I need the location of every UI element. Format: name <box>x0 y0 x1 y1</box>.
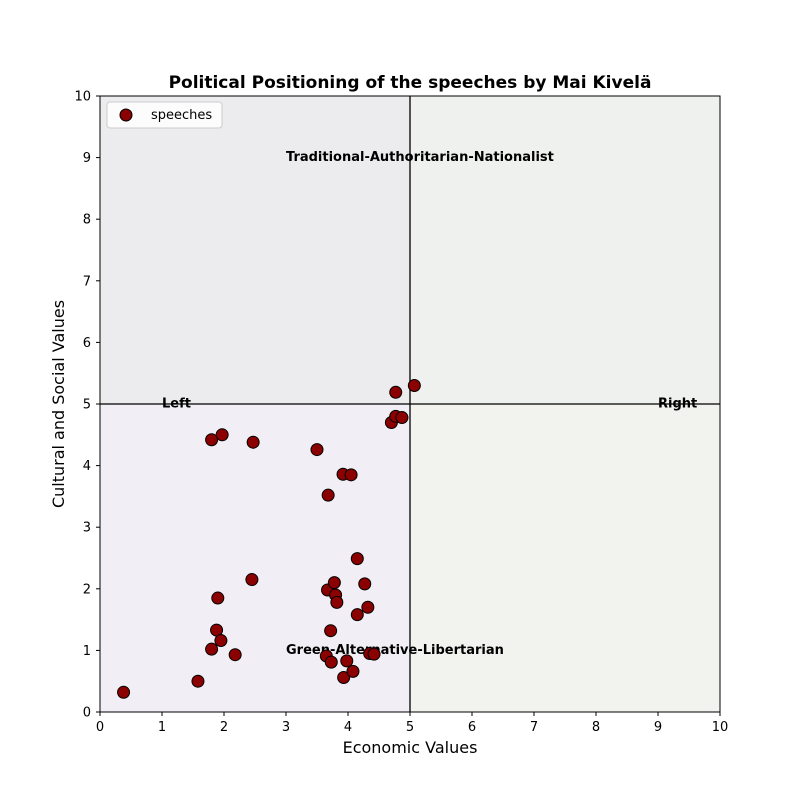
data-point <box>330 595 344 609</box>
y-tick-label: 5 <box>83 398 91 413</box>
y-axis-ticks: 0 1 2 3 4 5 6 7 8 9 10 <box>74 90 100 721</box>
data-point <box>358 577 372 591</box>
legend-box <box>106 101 223 129</box>
y-tick-label: 6 <box>83 336 91 351</box>
data-point <box>407 379 421 393</box>
quadrant-annotations: Traditional-Authoritarian-Nationalist Gre… <box>162 150 697 658</box>
quadrant-bottom-right <box>410 404 720 712</box>
x-tick-label: 6 <box>468 720 476 735</box>
quadrant-annotation: Green-Alternative-Libertarian <box>286 643 504 658</box>
x-tick-label: 8 <box>592 720 600 735</box>
data-point <box>350 608 364 622</box>
quadrant-top-right <box>410 96 720 404</box>
data-point <box>245 573 259 587</box>
data-point <box>310 443 324 457</box>
x-tick-label: 4 <box>344 720 352 735</box>
data-point <box>346 664 360 678</box>
quadrant-annotation: Traditional-Authoritarian-Nationalist <box>286 150 554 165</box>
x-tick-label: 3 <box>282 720 290 735</box>
y-tick-label: 8 <box>83 213 91 228</box>
y-tick-label: 10 <box>74 90 91 105</box>
legend: speeches <box>106 101 223 129</box>
data-point <box>215 428 229 442</box>
x-tick-label: 7 <box>530 720 538 735</box>
quadrant-annotation: Right <box>658 397 697 412</box>
scatter-points <box>117 379 421 699</box>
y-tick-label: 4 <box>83 459 91 474</box>
x-tick-label: 2 <box>220 720 228 735</box>
chart-title: Political Positioning of the speeches by… <box>169 73 652 93</box>
data-point <box>117 685 131 699</box>
data-point <box>395 411 409 425</box>
data-point <box>321 488 335 502</box>
quadrant-top-left <box>100 96 410 404</box>
data-point <box>327 576 341 590</box>
y-tick-label: 9 <box>83 151 91 166</box>
x-tick-label: 10 <box>712 720 729 735</box>
data-point <box>361 600 375 614</box>
x-tick-label: 1 <box>158 720 166 735</box>
data-point <box>205 642 219 656</box>
x-axis-ticks: 0 1 2 3 4 5 6 7 8 9 10 <box>96 712 728 735</box>
y-tick-label: 0 <box>83 706 91 721</box>
data-point <box>367 647 381 661</box>
data-point <box>389 385 403 399</box>
x-axis-title: Economic Values <box>343 738 478 757</box>
data-point <box>350 552 364 566</box>
data-point <box>337 671 351 685</box>
x-tick-label: 5 <box>406 720 414 735</box>
data-point <box>211 591 225 605</box>
x-tick-label: 0 <box>96 720 104 735</box>
data-point <box>246 435 260 449</box>
quadrant-divider-lines <box>100 96 720 712</box>
data-point <box>205 433 219 447</box>
legend-label: speeches <box>151 108 212 123</box>
data-point <box>214 634 228 648</box>
data-point <box>228 648 242 662</box>
y-tick-label: 1 <box>83 644 91 659</box>
data-point <box>324 655 338 669</box>
legend-marker <box>119 108 133 122</box>
quadrant-annotation: Left <box>162 397 191 412</box>
data-point <box>340 654 354 668</box>
y-axis-title: Cultural and Social Values <box>49 300 68 508</box>
x-tick-label: 9 <box>654 720 662 735</box>
data-point <box>191 674 205 688</box>
y-tick-label: 2 <box>83 582 91 597</box>
y-tick-label: 7 <box>83 274 91 289</box>
y-tick-label: 3 <box>83 521 91 536</box>
data-point <box>344 468 358 482</box>
data-point <box>324 624 338 638</box>
